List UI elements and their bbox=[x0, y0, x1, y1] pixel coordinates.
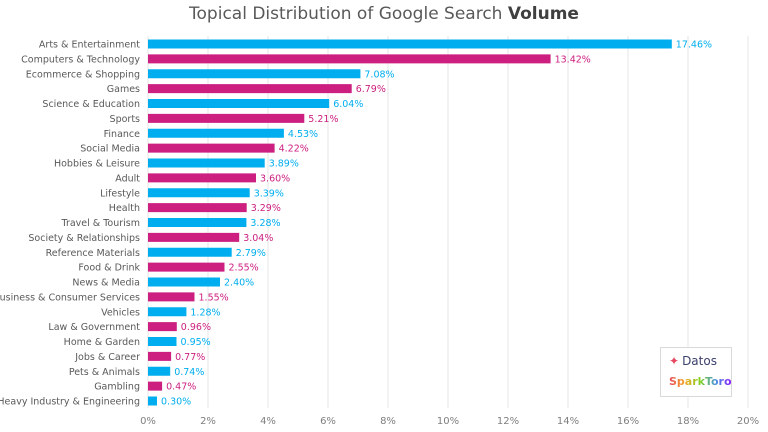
bar bbox=[148, 232, 240, 242]
bar bbox=[148, 262, 225, 272]
data-label: 3.89% bbox=[269, 159, 299, 170]
y-tick-label: Gambling bbox=[94, 382, 140, 393]
y-tick-label: News & Media bbox=[72, 278, 140, 289]
bar bbox=[148, 396, 157, 406]
x-tick-label: 10% bbox=[437, 416, 459, 427]
y-tick-label: Society & Relationships bbox=[28, 233, 140, 244]
data-label: 3.29% bbox=[251, 203, 281, 214]
bar bbox=[148, 99, 330, 108]
bar bbox=[148, 203, 247, 213]
y-tick-label: Reference Materials bbox=[46, 248, 140, 259]
data-label: 3.28% bbox=[250, 218, 280, 229]
x-tick-label: 0% bbox=[140, 416, 156, 427]
y-tick-label: Ecommerce & Shopping bbox=[26, 69, 140, 80]
x-tick-label: 18% bbox=[677, 416, 699, 427]
bar bbox=[148, 158, 265, 168]
bar bbox=[148, 143, 275, 153]
bar bbox=[148, 366, 171, 376]
bar bbox=[148, 322, 177, 332]
y-tick-label: Adult bbox=[115, 173, 140, 184]
datos-icon: ✦ bbox=[669, 354, 680, 368]
data-label: 1.55% bbox=[199, 292, 229, 303]
data-label: 7.08% bbox=[364, 69, 394, 80]
x-tick-label: 12% bbox=[497, 416, 519, 427]
logo-box: ✦ Datos SparkToro bbox=[660, 347, 732, 397]
data-label: 3.04% bbox=[243, 233, 273, 244]
data-label: 3.39% bbox=[254, 188, 284, 199]
bar bbox=[148, 113, 305, 123]
y-tick-label: Computers & Technology bbox=[21, 54, 140, 65]
bar bbox=[148, 84, 352, 94]
data-label: 0.77% bbox=[175, 352, 205, 363]
y-tick-label: Business & Consumer Services bbox=[0, 292, 140, 303]
sparktoro-logo: SparkToro bbox=[669, 375, 732, 388]
data-label: 0.74% bbox=[174, 367, 204, 378]
y-tick-label: Jobs & Career bbox=[74, 352, 140, 363]
x-tick-label: 16% bbox=[617, 416, 639, 427]
data-label: 1.28% bbox=[190, 307, 220, 318]
bar bbox=[148, 173, 256, 183]
data-label: 0.30% bbox=[161, 397, 191, 408]
bar bbox=[148, 351, 172, 361]
bar bbox=[148, 337, 177, 346]
y-tick-label: Hobbies & Leisure bbox=[54, 159, 140, 170]
data-label: 2.40% bbox=[224, 278, 254, 289]
y-tick-label: Arts & Entertainment bbox=[39, 40, 140, 51]
data-label: 3.60% bbox=[260, 173, 290, 184]
data-label: 17.46% bbox=[676, 40, 712, 51]
data-label: 0.47% bbox=[166, 382, 196, 393]
y-tick-label: Science & Education bbox=[42, 99, 140, 110]
bar bbox=[148, 277, 220, 287]
y-tick-label: Finance bbox=[104, 129, 140, 140]
y-tick-label: Law & Government bbox=[48, 322, 140, 333]
x-tick-label: 4% bbox=[260, 416, 276, 427]
data-label: 13.42% bbox=[555, 54, 591, 65]
y-tick-label: Vehicles bbox=[101, 307, 140, 318]
data-label: 2.79% bbox=[236, 248, 266, 259]
bar bbox=[148, 39, 672, 49]
y-tick-label: Games bbox=[107, 84, 140, 95]
bar bbox=[148, 188, 250, 198]
x-tick-label: 2% bbox=[200, 416, 216, 427]
y-tick-label: Heavy Industry & Engineering bbox=[0, 397, 140, 408]
y-tick-label: Food & Drink bbox=[78, 263, 140, 274]
data-label: 6.04% bbox=[333, 99, 363, 110]
bar bbox=[148, 218, 247, 227]
x-tick-label: 20% bbox=[737, 416, 759, 427]
bar bbox=[148, 69, 361, 79]
bar bbox=[148, 292, 195, 302]
bar bbox=[148, 247, 232, 257]
bar bbox=[148, 54, 551, 64]
x-tick-label: 6% bbox=[320, 416, 336, 427]
y-tick-label: Travel & Tourism bbox=[61, 218, 140, 229]
data-label: 4.53% bbox=[288, 129, 318, 140]
x-tick-label: 14% bbox=[557, 416, 579, 427]
data-label: 2.55% bbox=[229, 263, 259, 274]
y-tick-label: Health bbox=[109, 203, 140, 214]
y-tick-label: Sports bbox=[110, 114, 141, 125]
y-tick-label: Pets & Animals bbox=[69, 367, 140, 378]
data-label: 5.21% bbox=[308, 114, 338, 125]
y-tick-label: Home & Garden bbox=[64, 337, 140, 348]
datos-logo: ✦ Datos bbox=[669, 354, 717, 368]
x-tick-label: 8% bbox=[380, 416, 396, 427]
data-label: 4.22% bbox=[279, 144, 309, 155]
y-tick-label: Social Media bbox=[80, 144, 140, 155]
chart-title: Topical Distribution of Google Search Vo… bbox=[189, 4, 579, 24]
data-label: 0.95% bbox=[181, 337, 211, 348]
bar bbox=[148, 128, 284, 138]
data-label: 6.79% bbox=[356, 84, 386, 95]
data-label: 0.96% bbox=[181, 322, 211, 333]
bar bbox=[148, 307, 187, 317]
bar bbox=[148, 381, 163, 391]
y-tick-label: Lifestyle bbox=[100, 188, 140, 199]
